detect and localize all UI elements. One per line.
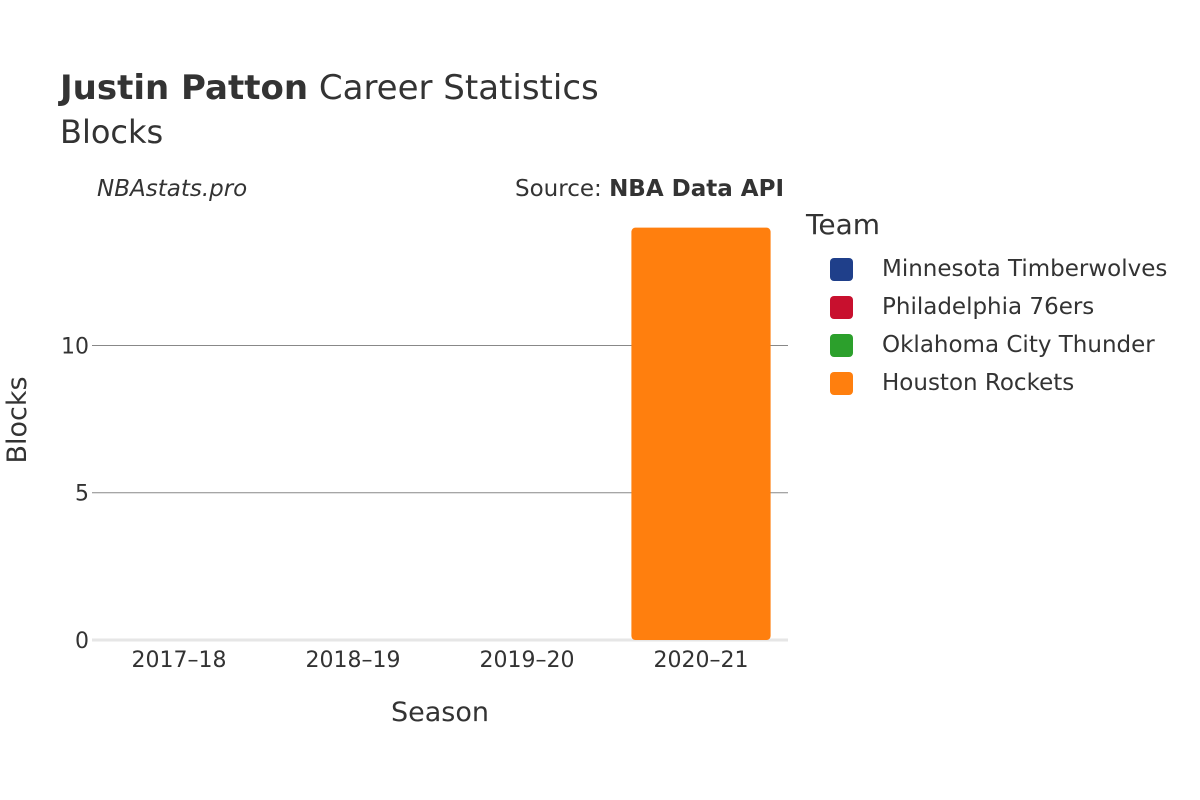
y-tick-label: 0 [75,629,89,654]
data-source: Source: NBA Data API [515,176,784,202]
legend: Minnesota Timberwolves Philadelphia 76ers… [830,250,1167,402]
bar-houston-rockets-2020–21[interactable] [631,227,771,640]
legend-title: Team [806,208,881,241]
chart-subtitle: Blocks [60,113,164,151]
y-tick-label: 5 [75,482,89,507]
y-axis-label: Blocks [2,376,33,463]
legend-item[interactable]: Oklahoma City Thunder [830,326,1167,364]
source-name: NBA Data API [609,176,784,202]
x-tick-label: 2020–21 [654,648,749,673]
legend-swatch [830,257,853,281]
x-axis-ticks: 2017–18 2018–19 2019–20 2020–21 [132,648,749,673]
x-tick-label: 2019–20 [480,648,575,673]
legend-label: Houston Rockets [882,370,1075,396]
x-tick-label: 2017–18 [132,648,227,673]
x-axis-label: Season [391,697,489,728]
legend-swatch [830,371,853,395]
legend-label: Oklahoma City Thunder [882,332,1155,358]
y-axis-ticks: 0 5 10 [61,334,89,654]
legend-swatch [830,333,853,357]
legend-label: Minnesota Timberwolves [882,256,1168,282]
source-prefix: Source: [515,176,602,202]
legend-item[interactable]: Minnesota Timberwolves [830,250,1167,288]
legend-swatch [830,295,853,319]
legend-label: Philadelphia 76ers [882,294,1095,320]
legend-item[interactable]: Philadelphia 76ers [830,288,1167,326]
player-name: Justin Patton [60,68,309,108]
y-tick-label: 10 [61,334,89,359]
site-credit: NBAstats.pro [97,176,248,202]
title-rest: Career Statistics [318,68,599,108]
legend-item[interactable]: Houston Rockets [830,364,1167,402]
bars [631,227,771,640]
chart-title: Justin Patton Career Statistics [60,66,599,110]
x-tick-label: 2018–19 [306,648,401,673]
